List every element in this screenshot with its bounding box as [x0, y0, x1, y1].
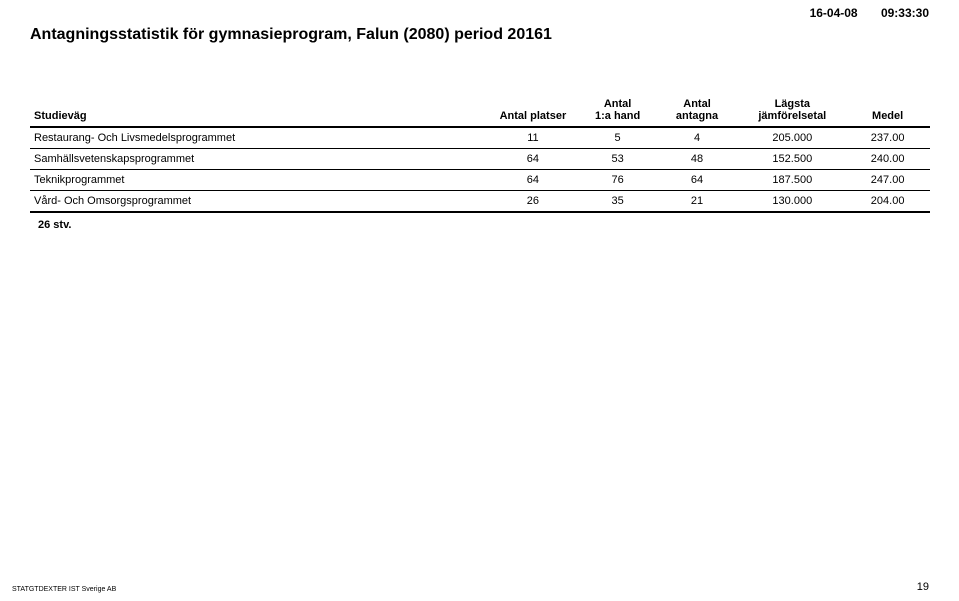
- col-studievag: Studieväg: [30, 96, 485, 127]
- cell-antagna: 64: [655, 170, 740, 191]
- stats-table: Studieväg Antal platser Antal 1:a hand A…: [30, 96, 930, 213]
- cell-firsthand: 35: [581, 191, 655, 213]
- footer-source: STATGTDEXTER IST Sverige AB: [12, 586, 116, 593]
- cell-platser: 64: [485, 170, 580, 191]
- cell-medel: 247.00: [845, 170, 930, 191]
- table-header: Studieväg Antal platser Antal 1:a hand A…: [30, 96, 930, 127]
- cell-jamfor: 130.000: [739, 191, 845, 213]
- cell-name: Teknikprogrammet: [30, 170, 485, 191]
- col-firsthand-l1: Antal: [585, 98, 651, 110]
- cell-medel: 237.00: [845, 127, 930, 149]
- cell-platser: 26: [485, 191, 580, 213]
- table-row: Restaurang- Och Livsmedelsprogrammet 11 …: [30, 127, 930, 149]
- table-body: Restaurang- Och Livsmedelsprogrammet 11 …: [30, 127, 930, 212]
- page-title: Antagningsstatistik för gymnasieprogram,…: [30, 26, 552, 44]
- col-jamfor-l2: jämförelsetal: [743, 110, 841, 122]
- cell-name: Restaurang- Och Livsmedelsprogrammet: [30, 127, 485, 149]
- cell-jamfor: 205.000: [739, 127, 845, 149]
- cell-name: Samhällsvetenskapsprogrammet: [30, 149, 485, 170]
- page-root: 16-04-08 09:33:30 Antagningsstatistik fö…: [0, 0, 959, 601]
- cell-jamfor: 187.500: [739, 170, 845, 191]
- cell-platser: 64: [485, 149, 580, 170]
- table-row: Samhällsvetenskapsprogrammet 64 53 48 15…: [30, 149, 930, 170]
- col-jamfor: Lägsta jämförelsetal: [739, 96, 845, 127]
- table-row: Vård- Och Omsorgsprogrammet 26 35 21 130…: [30, 191, 930, 213]
- table-wrap: Studieväg Antal platser Antal 1:a hand A…: [30, 96, 930, 231]
- col-antagna: Antal antagna: [655, 96, 740, 127]
- footer-page: 19: [917, 581, 929, 593]
- col-medel: Medel: [845, 96, 930, 127]
- cell-firsthand: 5: [581, 127, 655, 149]
- table-row: Teknikprogrammet 64 76 64 187.500 247.00: [30, 170, 930, 191]
- timestamp-date: 16-04-08: [810, 6, 858, 20]
- col-antagna-l2: antagna: [659, 110, 736, 122]
- cell-firsthand: 53: [581, 149, 655, 170]
- cell-antagna: 21: [655, 191, 740, 213]
- cell-jamfor: 152.500: [739, 149, 845, 170]
- col-platser: Antal platser: [485, 96, 580, 127]
- cell-name: Vård- Och Omsorgsprogrammet: [30, 191, 485, 213]
- col-firsthand: Antal 1:a hand: [581, 96, 655, 127]
- table-summary: 26 stv.: [30, 219, 930, 231]
- cell-antagna: 4: [655, 127, 740, 149]
- cell-medel: 240.00: [845, 149, 930, 170]
- cell-firsthand: 76: [581, 170, 655, 191]
- cell-medel: 204.00: [845, 191, 930, 213]
- timestamp: 16-04-08 09:33:30: [790, 6, 929, 20]
- timestamp-time: 09:33:30: [881, 6, 929, 20]
- cell-platser: 11: [485, 127, 580, 149]
- col-antagna-l1: Antal: [659, 98, 736, 110]
- col-jamfor-l1: Lägsta: [743, 98, 841, 110]
- cell-antagna: 48: [655, 149, 740, 170]
- col-firsthand-l2: 1:a hand: [585, 110, 651, 122]
